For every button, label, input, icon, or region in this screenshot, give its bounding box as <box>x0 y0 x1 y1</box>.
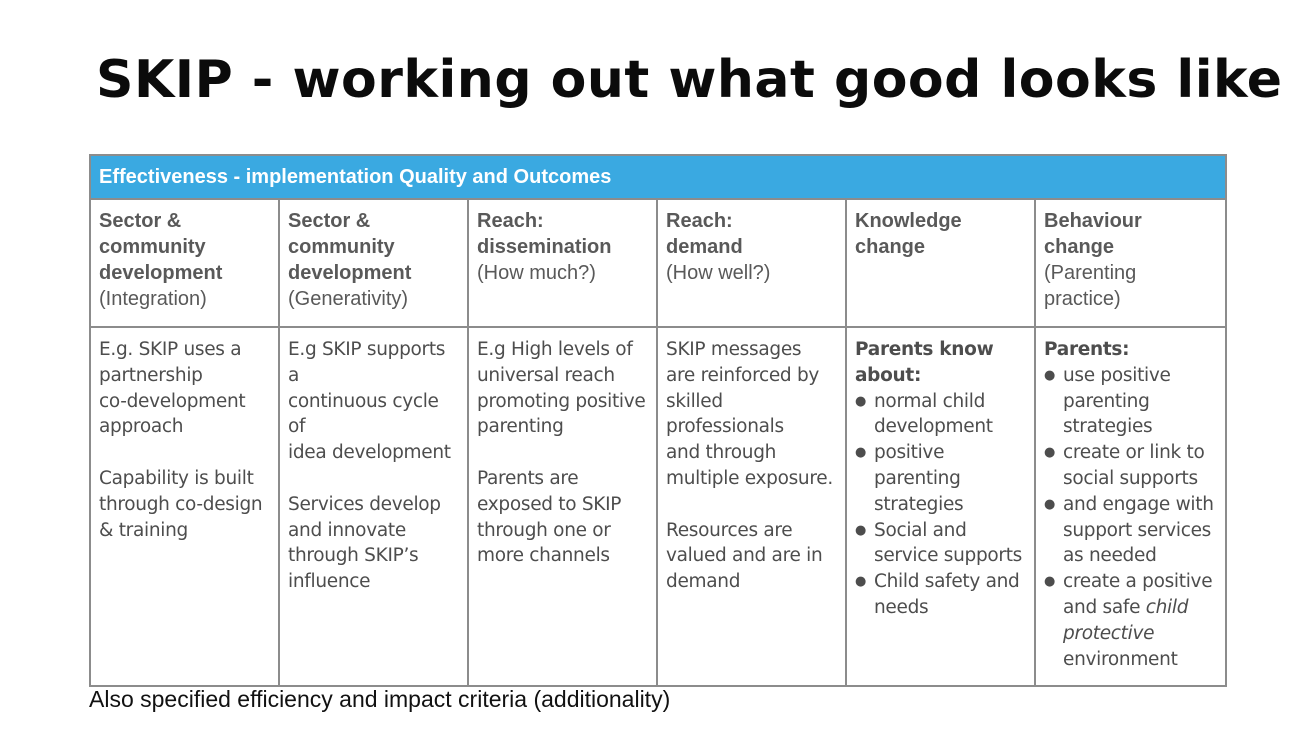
column-header-reach-demand: Reach: demand (How well?) <box>656 198 847 328</box>
header-subtitle: (How much?) <box>477 262 596 284</box>
cell-paragraph: E.g High levels of universal reach promoti… <box>477 339 646 438</box>
cell-paragraph: Services develop and innovate through SKIP… <box>288 493 441 593</box>
header-title: Knowledge change <box>855 210 962 258</box>
header-title: Sector & community development <box>99 210 223 284</box>
header-subtitle: (Integration) <box>99 288 207 310</box>
column-header-integration: Sector & community development (Integratio… <box>89 198 280 328</box>
cell-paragraph: E.g SKIP supports a continuous cycle of id… <box>288 339 451 464</box>
cell-behaviour-change: Parents: use positiveparentingstrategies… <box>1034 326 1227 687</box>
header-title: Reach: demand <box>666 210 743 258</box>
table-banner: Effectiveness - implementation Quality a… <box>89 154 1227 200</box>
column-header-generativity: Sector & community development (Generativi… <box>278 198 469 328</box>
cell-reach-demand: SKIP messages are reinforced by skilled pro… <box>656 326 847 687</box>
cell-lead: Parents: <box>1044 339 1130 360</box>
effectiveness-framework-table: Effectiveness - implementation Quality a… <box>89 154 1227 687</box>
cell-integration: E.g. SKIP uses a partnership co-developmen… <box>89 326 280 687</box>
cell-generativity: E.g SKIP supports a continuous cycle of id… <box>278 326 469 687</box>
cell-reach-dissemination: E.g High levels of universal reach promoti… <box>467 326 658 687</box>
header-title: Behaviour change <box>1044 210 1142 258</box>
cell-paragraph: E.g. SKIP uses a partnership co-developmen… <box>99 339 246 438</box>
column-header-reach-dissemination: Reach: dissemination (How much?) <box>467 198 658 328</box>
header-row: Sector & community development (Integratio… <box>89 198 1227 328</box>
banner-row: Effectiveness - implementation Quality a… <box>89 154 1227 200</box>
column-header-behaviour-change: Behaviour change (Parenting practice) <box>1034 198 1227 328</box>
body-row: E.g. SKIP uses a partnership co-developmen… <box>89 326 1227 687</box>
cell-paragraph: Resources are valued and are in demand <box>666 519 823 593</box>
cell-paragraph: SKIP messages are reinforced by skilled pro… <box>666 339 833 489</box>
header-title: Reach: dissemination <box>477 210 612 258</box>
footnote: Also specified efficiency and impact cri… <box>89 686 671 712</box>
cell-paragraph: Parents are exposed to SKIP through one or… <box>477 467 622 567</box>
cell-lead: Parents know about: <box>855 339 994 386</box>
slide-title: SKIP - working out what good looks like <box>96 50 1283 110</box>
header-subtitle: (How well?) <box>666 262 771 284</box>
header-title: Sector & community development <box>288 210 412 284</box>
header-subtitle: (Generativity) <box>288 288 409 310</box>
cell-paragraph: Capability is built through co-design & tr… <box>99 467 263 541</box>
header-subtitle: (Parenting practice) <box>1044 262 1137 310</box>
column-header-knowledge-change: Knowledge change <box>845 198 1036 328</box>
